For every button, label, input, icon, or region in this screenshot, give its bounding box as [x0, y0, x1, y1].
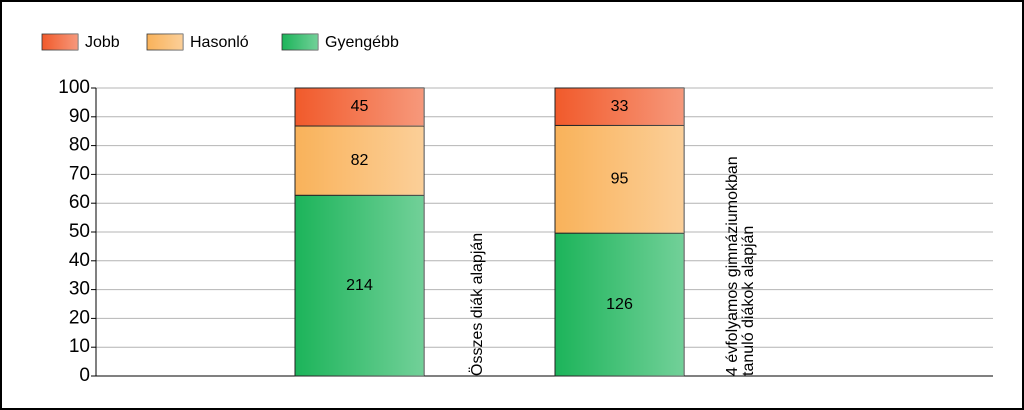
- y-tick-label: 40: [69, 250, 90, 271]
- legend-sheen: [147, 34, 183, 50]
- bar-sheen: [295, 88, 424, 127]
- data-label: 214: [346, 277, 373, 294]
- bar-sheen: [295, 195, 424, 376]
- y-tick-label: 90: [69, 106, 90, 127]
- legend-label: Hasonló: [190, 34, 249, 51]
- bar-sheen: [295, 126, 424, 196]
- category-label: Összes diák alapján: [468, 233, 486, 376]
- legend-sheen: [42, 34, 78, 50]
- data-label: 126: [606, 296, 633, 313]
- legend-sheen: [282, 34, 318, 50]
- y-tick-label: 30: [69, 279, 90, 300]
- data-label: 82: [351, 152, 369, 169]
- data-label: 45: [351, 98, 369, 115]
- y-tick-label: 60: [69, 192, 90, 213]
- y-tick-label: 20: [69, 307, 90, 328]
- bar-sheen: [555, 125, 684, 234]
- bar-sheen: [555, 88, 684, 126]
- legend-label: Gyengébb: [325, 34, 399, 51]
- y-tick-label: 70: [69, 163, 90, 184]
- y-tick-label: 0: [79, 365, 90, 386]
- y-tick-label: 50: [69, 221, 90, 242]
- bar-sheen: [555, 233, 684, 376]
- y-tick-label: 80: [69, 135, 90, 156]
- legend-label: Jobb: [85, 34, 120, 51]
- data-label: 95: [611, 170, 629, 187]
- y-tick-label: 10: [69, 336, 90, 357]
- category-label: 4 évfolyamos gimnáziumokban: [724, 156, 741, 376]
- y-tick-label: 100: [58, 77, 90, 98]
- category-label: tanuló diákok alapján: [740, 226, 757, 376]
- data-label: 33: [611, 98, 629, 115]
